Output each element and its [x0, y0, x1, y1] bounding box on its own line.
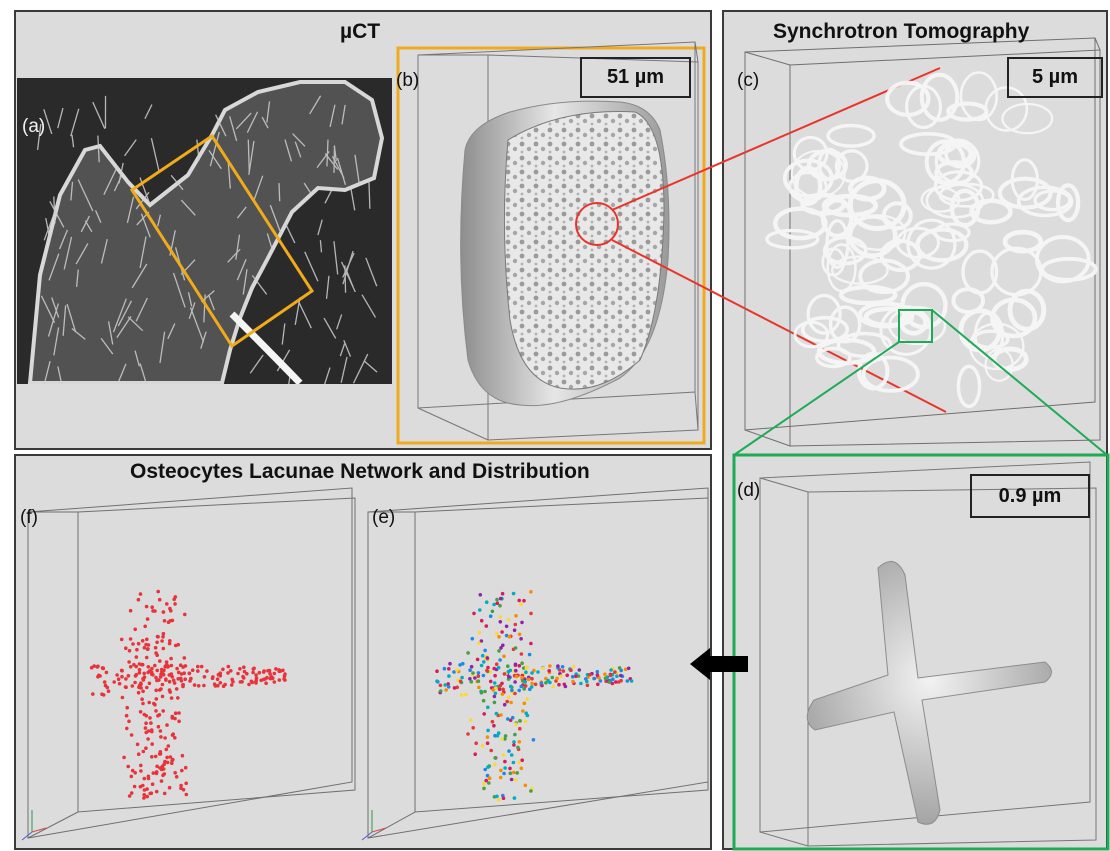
axis-triad-e — [361, 810, 387, 841]
arrow-left-icon — [690, 648, 748, 680]
panel-label-b: (b) — [396, 70, 420, 91]
micro-ct-slice-image — [17, 78, 392, 384]
scale-bar-b: 51 µm — [580, 57, 691, 98]
osteocyte-zoom-image — [732, 453, 1110, 851]
network-title: Osteocytes Lacunae Network and Distribut… — [130, 460, 590, 483]
panel-label-e: (e) — [372, 507, 396, 528]
scale-bar-d: 0.9 µm — [970, 474, 1090, 518]
synchrotron-volume-image — [733, 37, 1108, 456]
panel-label-c: (c) — [737, 70, 760, 91]
panel-label-d: (d) — [737, 480, 761, 501]
scale-bar-c: 5 µm — [1007, 57, 1103, 98]
micro-ct-volume-image — [396, 41, 947, 445]
lacunae-distribution-image — [21, 487, 709, 841]
panel-label-a: (a) — [22, 116, 46, 137]
synchrotron-title: Synchrotron Tomography — [773, 20, 1030, 43]
axis-triad-f — [21, 810, 47, 841]
micro-ct-title: µCT — [340, 20, 381, 43]
panel-label-f: (f) — [20, 507, 38, 528]
